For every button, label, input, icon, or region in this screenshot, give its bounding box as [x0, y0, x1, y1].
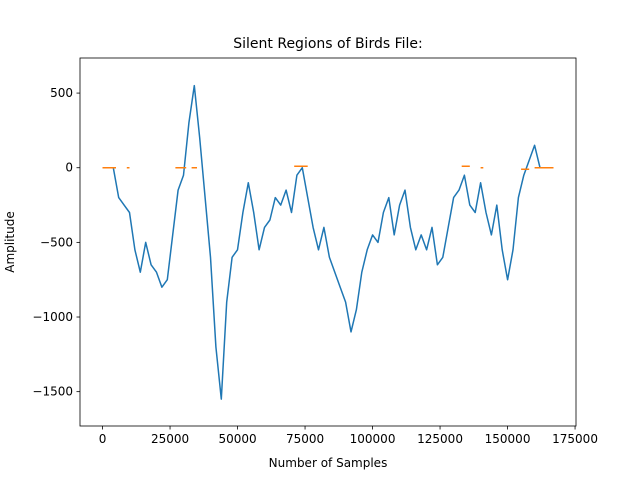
x-axis-label: Number of Samples [269, 456, 388, 470]
x-tick-label: 50000 [218, 432, 256, 446]
y-axis-label: Amplitude [3, 211, 17, 273]
x-tick-label: 100000 [350, 432, 396, 446]
x-tick-label: 25000 [151, 432, 189, 446]
plot-frame [79, 57, 577, 427]
x-tick-label: 125000 [417, 432, 463, 446]
series-line [102, 84, 551, 400]
series-line [102, 165, 554, 170]
chart-title: Silent Regions of Birds File: [233, 36, 423, 52]
y-tick-label: 0 [65, 161, 73, 175]
x-tick-label: 0 [99, 432, 107, 446]
y-tick-label: −1500 [32, 385, 73, 399]
y-tick-label: −500 [40, 235, 73, 249]
x-tick-label: 175000 [552, 432, 598, 446]
y-tick-label: 500 [50, 86, 73, 100]
x-tick-label: 150000 [485, 432, 531, 446]
y-tick-label: −1000 [32, 310, 73, 324]
x-tick-label: 75000 [286, 432, 324, 446]
